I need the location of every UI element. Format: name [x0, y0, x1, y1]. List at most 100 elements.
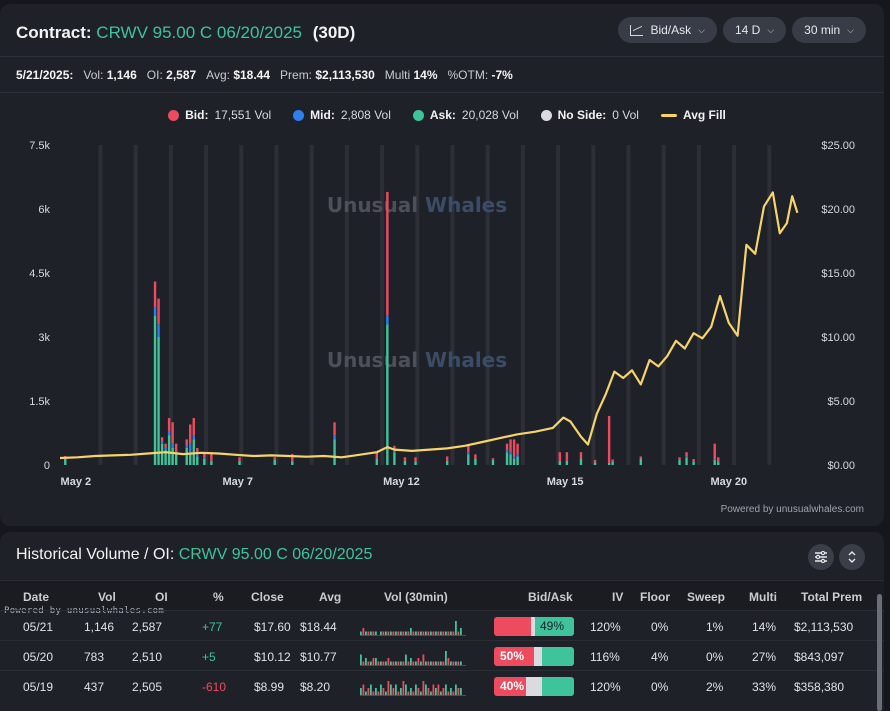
contract-label: Contract:: [16, 23, 92, 42]
mini-volume-bar: [422, 631, 425, 635]
mini-volume-bar: [460, 628, 462, 635]
mini-volume-bar: [425, 684, 427, 695]
volume-bar-bid: [446, 456, 449, 461]
mini-volume-bar: [455, 621, 457, 635]
volume-bar-mid: [505, 450, 509, 453]
volume-bar-ask: [375, 458, 378, 465]
col-total-prem[interactable]: Total Prem: [801, 590, 863, 604]
col-bid-ask[interactable]: Bid/Ask: [528, 590, 573, 604]
legend-mid[interactable]: Mid: 2,808 Vol: [293, 108, 391, 122]
col-vol[interactable]: Vol: [98, 590, 116, 604]
volume-bar-ask: [273, 459, 276, 465]
mini-volume-bar: [440, 691, 442, 695]
chart-legend: Bid: 17,551 Vol Mid: 2,808 Vol Ask: 20,028 …: [0, 108, 884, 122]
col-date[interactable]: Date: [23, 590, 50, 604]
bid-ask-label: 49%: [540, 619, 565, 633]
volume-bar-mid: [196, 454, 199, 457]
mini-volume-bar: [382, 631, 385, 635]
table-row[interactable]: 05/21 1,146 2,587 +77 $17.60 $18.44 120% 0% 1% 14…: [0, 610, 884, 640]
volume-bar-bid: [713, 443, 716, 460]
mini-volume-bar: [380, 631, 382, 635]
legend-value: 17,551 Vol: [214, 108, 272, 122]
volume-price-chart[interactable]: Unusual Whales Unusual Whales 7.5k 6k 4.5k 3k…: [0, 130, 884, 502]
col-oi[interactable]: OI: [155, 590, 168, 604]
col-close[interactable]: Close: [251, 590, 284, 604]
bid-ask-bar: 50%: [494, 647, 574, 666]
cell-close: $10.12: [254, 650, 291, 664]
col-vol-30min[interactable]: Vol (30min): [384, 590, 448, 604]
cell-prem: $358,380: [794, 680, 845, 694]
range-dropdown[interactable]: 14 D ⌵: [722, 17, 787, 43]
stats-date: 5/21/2025:: [16, 68, 74, 82]
cell-floor: 0%: [651, 680, 669, 694]
expand-button[interactable]: [839, 544, 865, 570]
volume-bar-bid: [685, 452, 688, 457]
mini-volume-bar: [417, 631, 420, 635]
cell-chg: +77: [202, 620, 223, 634]
volume-bar-mid: [192, 435, 195, 440]
mini-volume-bar: [392, 661, 395, 665]
volume-bar-bid: [210, 452, 213, 461]
divider: [0, 56, 884, 57]
volume-bar-ask: [189, 452, 192, 465]
col-sweep[interactable]: Sweep: [687, 590, 726, 604]
sliders-icon: [815, 551, 827, 563]
stat-prem-value: $2,113,530: [315, 68, 375, 82]
col-avg[interactable]: Avg: [319, 590, 342, 604]
mini-volume-bar: [372, 658, 375, 665]
mini-volume-bar: [415, 684, 417, 695]
mini-volume-bar: [395, 631, 397, 635]
cell-sweep: 0%: [706, 650, 724, 664]
stat-otm-value: -7%: [491, 68, 513, 82]
legend-avg-fill[interactable]: Avg Fill: [660, 108, 726, 122]
mini-volume-bar: [400, 661, 402, 665]
volume-bar-ask: [505, 452, 509, 465]
volume-bar-ask: [593, 462, 597, 465]
mini-volume-bar: [367, 661, 370, 665]
table-row[interactable]: 05/19 437 2,505 -610 $8.99 $8.20 120% 0% 2% 33% $3…: [0, 670, 884, 700]
legend-bid[interactable]: Bid: 17,551 Vol: [168, 108, 271, 122]
stat-avg-value: $18.44: [233, 68, 271, 82]
table-scrollbar[interactable]: [877, 594, 882, 711]
volume-bar-bid: [174, 443, 178, 453]
mini-volume-bar: [425, 631, 427, 635]
legend-no-side[interactable]: No Side: 0 Vol: [540, 108, 639, 122]
volume-bar-ask: [717, 461, 720, 465]
col-oi-change[interactable]: %: [213, 590, 224, 604]
left-axis-tick: 4.5k: [29, 268, 50, 280]
col-multi[interactable]: Multi: [749, 590, 777, 604]
volume-bar-mid: [153, 307, 157, 316]
volume-bar-mid: [386, 315, 389, 325]
bid-ask-segment: [530, 617, 535, 636]
volume-bar-mid: [167, 430, 171, 436]
mini-volume-bar: [397, 691, 400, 695]
interval-dropdown[interactable]: 30 min ⌵: [792, 17, 866, 43]
volume-bar-ask: [558, 460, 562, 465]
volume-bar-bid: [160, 437, 164, 442]
mini-volume-bar: [412, 631, 415, 635]
stats-row: 5/21/2025: Vol: 1,146 OI: 2,587 Avg: $18…: [16, 68, 513, 82]
stat-avg-label: Avg:: [206, 68, 230, 82]
table-row[interactable]: 05/20 783 2,510 +5 $10.12 $10.77 116% 4% 0% 27% $8…: [0, 640, 884, 670]
mini-volume-bar: [382, 661, 385, 665]
mini-volume-bar: [417, 688, 420, 695]
mini-volume-bar: [460, 688, 462, 695]
mini-volume-bar: [432, 631, 435, 635]
legend-ask[interactable]: Ask: 20,028 Vol: [412, 108, 519, 122]
volume-bar-ask: [386, 324, 389, 465]
col-floor[interactable]: Floor: [640, 590, 670, 604]
filter-button[interactable]: [808, 544, 834, 570]
right-axis-tick: $10.00: [821, 332, 855, 344]
mini-volume-bar: [407, 691, 410, 695]
mini-volume-bar: [437, 631, 440, 635]
bid-ask-dropdown[interactable]: Bid/Ask ⌵: [618, 17, 717, 43]
mini-volume-bar: [360, 631, 362, 635]
col-iv[interactable]: IV: [612, 590, 624, 604]
watermark: Unusual Whales: [327, 348, 507, 372]
mini-volume-bar: [430, 661, 432, 665]
left-axis-tick: 0: [44, 460, 50, 472]
bid-ask-bar: 49%: [494, 617, 574, 636]
mini-volume-bar: [435, 631, 437, 635]
mini-volume-bar: [450, 688, 452, 695]
mini-volume-bar: [375, 631, 377, 635]
